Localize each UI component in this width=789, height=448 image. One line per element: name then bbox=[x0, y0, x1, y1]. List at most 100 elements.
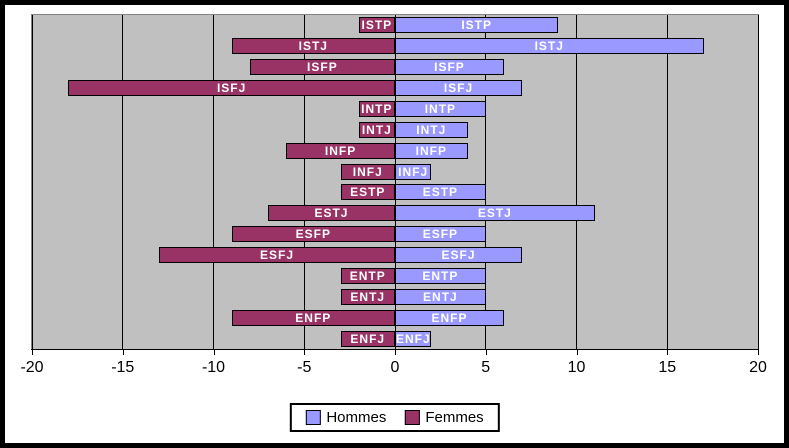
bar-hommes-isfj: ISFJ bbox=[395, 80, 523, 97]
bar-label: ISFP bbox=[307, 60, 338, 75]
gridline bbox=[757, 15, 759, 349]
gridline bbox=[303, 15, 305, 349]
bar-label: INFP bbox=[324, 143, 357, 158]
x-tick bbox=[122, 349, 124, 355]
bar-hommes-istj: ISTJ bbox=[395, 38, 704, 55]
legend-swatch-femmes-icon bbox=[404, 410, 420, 425]
bar-label: ESFJ bbox=[441, 248, 476, 263]
bar-hommes-estj: ESTJ bbox=[395, 205, 595, 222]
gridline bbox=[122, 15, 124, 349]
bar-label: ESFP bbox=[422, 227, 459, 242]
gridline bbox=[576, 15, 577, 349]
bar-hommes-intj: INTJ bbox=[395, 121, 468, 138]
bar-label: ESTP bbox=[350, 185, 386, 200]
bar-label: ISTJ bbox=[298, 39, 328, 54]
bar-label: ENTJ bbox=[423, 289, 458, 304]
bar-femmes-intj: INTJ bbox=[358, 121, 395, 138]
bar-hommes-enfp: ENFP bbox=[395, 309, 504, 326]
bar-hommes-entp: ENTP bbox=[395, 267, 486, 284]
bar-label: ISTP bbox=[361, 18, 393, 33]
legend-label-femmes: Femmes bbox=[425, 409, 484, 426]
bar-label: ESFJ bbox=[260, 248, 295, 263]
bar-label: INFP bbox=[415, 143, 447, 158]
legend-swatch-hommes-icon bbox=[305, 410, 321, 425]
x-axis: -20 -15 -10 -5 0 5 10 15 20 bbox=[20, 349, 767, 389]
bar-label: ESTJ bbox=[314, 206, 349, 221]
x-tick bbox=[304, 349, 306, 355]
x-tick-label: 20 bbox=[749, 359, 767, 376]
x-tick bbox=[485, 349, 487, 355]
x-tick-label: -10 bbox=[201, 359, 226, 376]
bar-femmes-infp: INFP bbox=[286, 142, 395, 159]
plot-area: ISTP ISTP ISTJ ISTJ ISFP ISFP ISFJ ISFJ INTP INTP… bbox=[31, 14, 759, 350]
x-tick-label: -5 bbox=[297, 359, 312, 376]
x-tick-label: -15 bbox=[111, 359, 135, 376]
bar-femmes-estp: ESTP bbox=[340, 184, 395, 201]
bar-label: ESTJ bbox=[477, 206, 512, 221]
bar-hommes-intp: INTP bbox=[395, 100, 486, 117]
bar-hommes-esfj: ESFJ bbox=[395, 247, 523, 264]
legend-label-hommes: Hommes bbox=[326, 409, 387, 426]
bar-femmes-entp: ENTP bbox=[340, 267, 395, 284]
legend-item-femmes: Femmes bbox=[404, 409, 484, 426]
gridline bbox=[394, 15, 396, 349]
bar-label: ENFJ bbox=[350, 331, 386, 346]
x-tick-label: 10 bbox=[567, 359, 586, 376]
x-tick bbox=[32, 349, 33, 355]
bar-label: ISFJ bbox=[443, 81, 474, 96]
bar-hommes-infj: INFJ bbox=[395, 163, 432, 180]
legend: Hommes Femmes bbox=[289, 403, 500, 432]
x-tick bbox=[576, 349, 578, 355]
x-tick bbox=[213, 349, 215, 355]
bar-label: ISTJ bbox=[534, 39, 564, 54]
bar-hommes-isfp: ISFP bbox=[395, 59, 504, 76]
bar-label: INTJ bbox=[416, 122, 447, 137]
bar-hommes-infp: INFP bbox=[395, 142, 468, 159]
gridline bbox=[31, 15, 33, 349]
x-tick-label: 0 bbox=[390, 359, 400, 376]
x-tick bbox=[395, 349, 396, 355]
bar-hommes-istp: ISTP bbox=[395, 17, 559, 34]
gridline bbox=[213, 15, 214, 349]
bar-femmes-entj: ENTJ bbox=[340, 288, 395, 305]
x-tick bbox=[758, 349, 759, 355]
bar-label: ESTP bbox=[422, 185, 459, 200]
bar-hommes-enfj: ENFJ bbox=[395, 330, 432, 347]
bar-label: INTJ bbox=[361, 122, 392, 137]
bar-label: INTP bbox=[361, 101, 393, 116]
bar-label: ENTJ bbox=[350, 289, 386, 304]
bar-femmes-esfj: ESFJ bbox=[159, 247, 395, 264]
x-tick bbox=[667, 349, 669, 355]
bar-femmes-isfp: ISFP bbox=[249, 59, 395, 76]
bar-femmes-istp: ISTP bbox=[358, 17, 395, 34]
bar-label: INFJ bbox=[352, 164, 383, 179]
bar-femmes-enfj: ENFJ bbox=[340, 330, 395, 347]
bar-label: ENFJ bbox=[396, 331, 431, 346]
bar-femmes-enfp: ENFP bbox=[231, 309, 395, 326]
bar-label: ENTP bbox=[349, 268, 386, 283]
bar-femmes-intp: INTP bbox=[358, 100, 395, 117]
bar-femmes-isfj: ISFJ bbox=[68, 80, 395, 97]
bar-femmes-esfp: ESFP bbox=[231, 226, 395, 243]
bar-label: ENFP bbox=[295, 310, 332, 325]
bar-label: INTP bbox=[424, 101, 457, 116]
bar-label: ISFJ bbox=[216, 81, 247, 96]
gridline bbox=[666, 15, 668, 349]
bar-label: ISFP bbox=[434, 60, 465, 75]
bar-hommes-esfp: ESFP bbox=[395, 226, 486, 243]
bar-femmes-estj: ESTJ bbox=[267, 205, 395, 222]
legend-item-hommes: Hommes bbox=[305, 409, 386, 426]
x-tick-label: 15 bbox=[658, 359, 677, 376]
bar-femmes-infj: INFJ bbox=[340, 163, 395, 180]
x-tick-label: -20 bbox=[20, 359, 44, 376]
x-tick-label: 5 bbox=[481, 359, 491, 376]
gridline bbox=[485, 15, 487, 349]
bar-hommes-estp: ESTP bbox=[395, 184, 486, 201]
bar-femmes-istj: ISTJ bbox=[231, 38, 395, 55]
bar-label: ISTP bbox=[461, 18, 492, 33]
bar-hommes-entj: ENTJ bbox=[395, 288, 486, 305]
bar-label: ENTP bbox=[422, 268, 459, 283]
bar-label: ENFP bbox=[431, 310, 468, 325]
bar-label: ESFP bbox=[295, 227, 331, 242]
